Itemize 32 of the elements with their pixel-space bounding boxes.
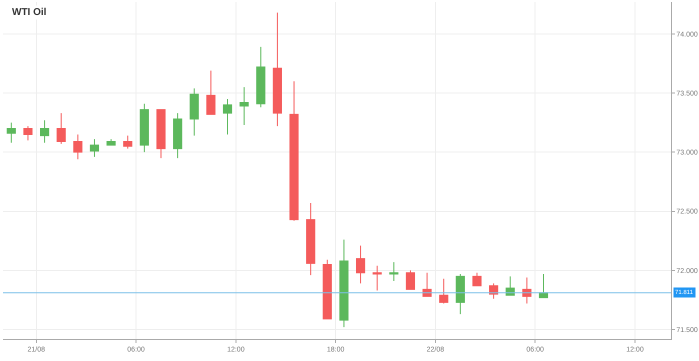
candlestick bbox=[472, 272, 482, 286]
candlestick bbox=[240, 86, 249, 126]
candlestick bbox=[106, 138, 116, 146]
candlestick bbox=[522, 277, 532, 304]
candlestick bbox=[356, 245, 366, 284]
candlestick bbox=[140, 103, 149, 153]
candlestick bbox=[406, 270, 416, 290]
candlestick bbox=[456, 273, 465, 315]
candlestick bbox=[272, 12, 282, 127]
candlestick bbox=[289, 80, 299, 222]
candlestick bbox=[322, 259, 332, 320]
candlestick bbox=[73, 134, 82, 160]
candlestick bbox=[339, 239, 348, 328]
candlestick bbox=[156, 109, 166, 159]
text: WTI Oil bbox=[12, 7, 47, 18]
candlestick bbox=[40, 120, 50, 144]
candlestick bbox=[206, 70, 216, 115]
candlestick bbox=[90, 138, 100, 158]
candlestick bbox=[389, 262, 398, 282]
candlestick bbox=[6, 122, 16, 144]
candlestick bbox=[306, 202, 316, 276]
candlestick bbox=[422, 272, 432, 297]
candlestick bbox=[222, 98, 232, 135]
candlestick bbox=[190, 88, 199, 136]
candlestick bbox=[256, 46, 266, 108]
candlestick bbox=[56, 112, 66, 144]
candlestick bbox=[173, 112, 182, 159]
candlestick bbox=[123, 135, 132, 150]
candlestick bbox=[439, 278, 448, 304]
candlestick bbox=[372, 265, 382, 292]
candlestick bbox=[506, 276, 515, 296]
candlestick bbox=[23, 126, 33, 141]
